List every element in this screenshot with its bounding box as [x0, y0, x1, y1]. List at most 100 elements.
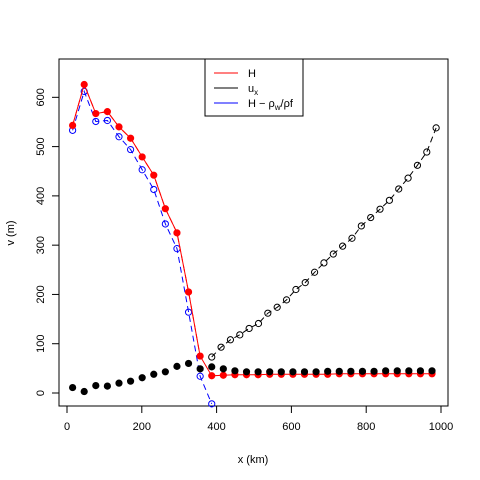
x-tick-label: 1000	[429, 421, 453, 433]
ux_float-point	[404, 174, 412, 182]
H_points-point	[69, 121, 77, 130]
ux_float-point	[282, 296, 291, 304]
ux_float-point	[376, 205, 384, 213]
x-tick-label: 800	[357, 421, 375, 433]
ux_grounded-point	[277, 368, 285, 376]
H_minus-point	[208, 400, 216, 408]
ux_float-point	[357, 222, 365, 230]
ux_grounded-point	[335, 367, 343, 375]
ux_grounded-point	[173, 362, 181, 370]
y-tick-label: 500	[35, 137, 47, 155]
ux_float-point	[385, 196, 393, 204]
ux_float-point	[395, 185, 403, 193]
ux_grounded-point	[126, 377, 135, 385]
x-tick-label: 400	[207, 421, 225, 433]
H_minus-line	[72, 89, 213, 404]
legend-label: H − ρw/ρf	[248, 98, 294, 112]
ux_float-point	[292, 285, 300, 294]
y-tick-label: 600	[35, 88, 47, 106]
H_points-point	[184, 288, 193, 296]
H_points-point	[208, 372, 216, 380]
y-axis: 0 100 200 300 400 500 600	[35, 88, 59, 396]
H_minus-point	[115, 133, 123, 141]
x-axis: 0 200 400 600 800 1000	[64, 406, 453, 433]
ux_grounded-point	[69, 383, 77, 392]
ux_float-line	[211, 127, 437, 358]
ux_float-point	[273, 303, 281, 311]
x-tick-label: 0	[64, 421, 70, 433]
y-tick-label: 0	[35, 390, 47, 396]
ux_grounded-point	[231, 367, 239, 375]
ux_grounded-point	[138, 374, 146, 382]
series-layer	[69, 80, 440, 408]
ux_grounded-point	[393, 367, 401, 375]
ux_float-point	[208, 353, 216, 361]
y-tick-label: 100	[35, 335, 47, 353]
H_points-point	[150, 171, 158, 179]
ux_float-point	[217, 343, 225, 351]
H_line-line	[72, 82, 432, 377]
ux_grounded-point	[382, 367, 390, 375]
H_minus-point	[92, 117, 100, 126]
ux_grounded-point	[428, 367, 436, 375]
x-tick-label: 200	[133, 421, 151, 433]
legend-label: ux	[248, 83, 258, 97]
H_points-point	[126, 134, 135, 142]
ux_float-point	[236, 331, 244, 339]
ux_grounded-point	[161, 368, 169, 376]
ux_grounded-point	[92, 382, 100, 390]
H_minus-point	[138, 166, 146, 174]
H_points-point	[80, 80, 88, 89]
ux_float-point	[226, 336, 235, 344]
ux_grounded-point	[347, 367, 355, 375]
ux_grounded-point	[289, 368, 297, 376]
ux_grounded-point	[242, 368, 251, 376]
ux_grounded-point	[370, 367, 378, 375]
ux_grounded-point	[208, 363, 216, 371]
ux_float-point	[432, 124, 440, 132]
ux_float-point	[367, 213, 375, 222]
ux_grounded-point	[358, 367, 367, 375]
H_points-point	[92, 109, 100, 118]
H_points-point	[138, 153, 146, 161]
H_points-point	[173, 229, 181, 237]
x-tick-label: 600	[282, 421, 300, 433]
ux_float-point	[320, 259, 328, 267]
H_minus-point	[184, 308, 193, 316]
x-axis-label: x (km)	[238, 454, 269, 466]
y-tick-label: 400	[35, 187, 47, 205]
ux_grounded-point	[266, 368, 274, 376]
ux_grounded-point	[184, 359, 193, 368]
ux_grounded-point	[324, 367, 332, 375]
ux_float-point	[423, 148, 431, 156]
ux_float-point	[264, 309, 272, 317]
ux_grounded-point	[416, 367, 425, 375]
H_dashed-line	[72, 82, 201, 357]
H_minus-point	[196, 372, 204, 380]
ux_grounded-point	[115, 379, 123, 387]
ux_grounded-point	[312, 368, 320, 376]
ux_float-point	[413, 161, 422, 169]
ux_float-point	[310, 268, 319, 276]
ux_float-point	[301, 279, 309, 287]
H_minus-point	[103, 116, 111, 125]
ux_grounded-point	[405, 367, 413, 375]
H_points-point	[115, 123, 123, 131]
ux_grounded-point	[196, 365, 204, 373]
ux_float-point	[329, 250, 337, 258]
ux_grounded-point	[80, 387, 88, 396]
H_minus-point	[126, 145, 135, 154]
ux_grounded-point	[219, 365, 227, 373]
ux_float-point	[245, 324, 253, 333]
ux_grounded-point	[103, 382, 111, 390]
H_points-point	[103, 108, 111, 116]
H_points-point	[196, 352, 204, 360]
ux_float-point	[339, 242, 347, 250]
H_points-point	[219, 371, 227, 379]
ux_grounded-point	[300, 368, 309, 376]
ux_float-point	[348, 234, 356, 242]
y-axis-label: v (m)	[5, 220, 17, 245]
legend-label: H	[248, 68, 256, 80]
